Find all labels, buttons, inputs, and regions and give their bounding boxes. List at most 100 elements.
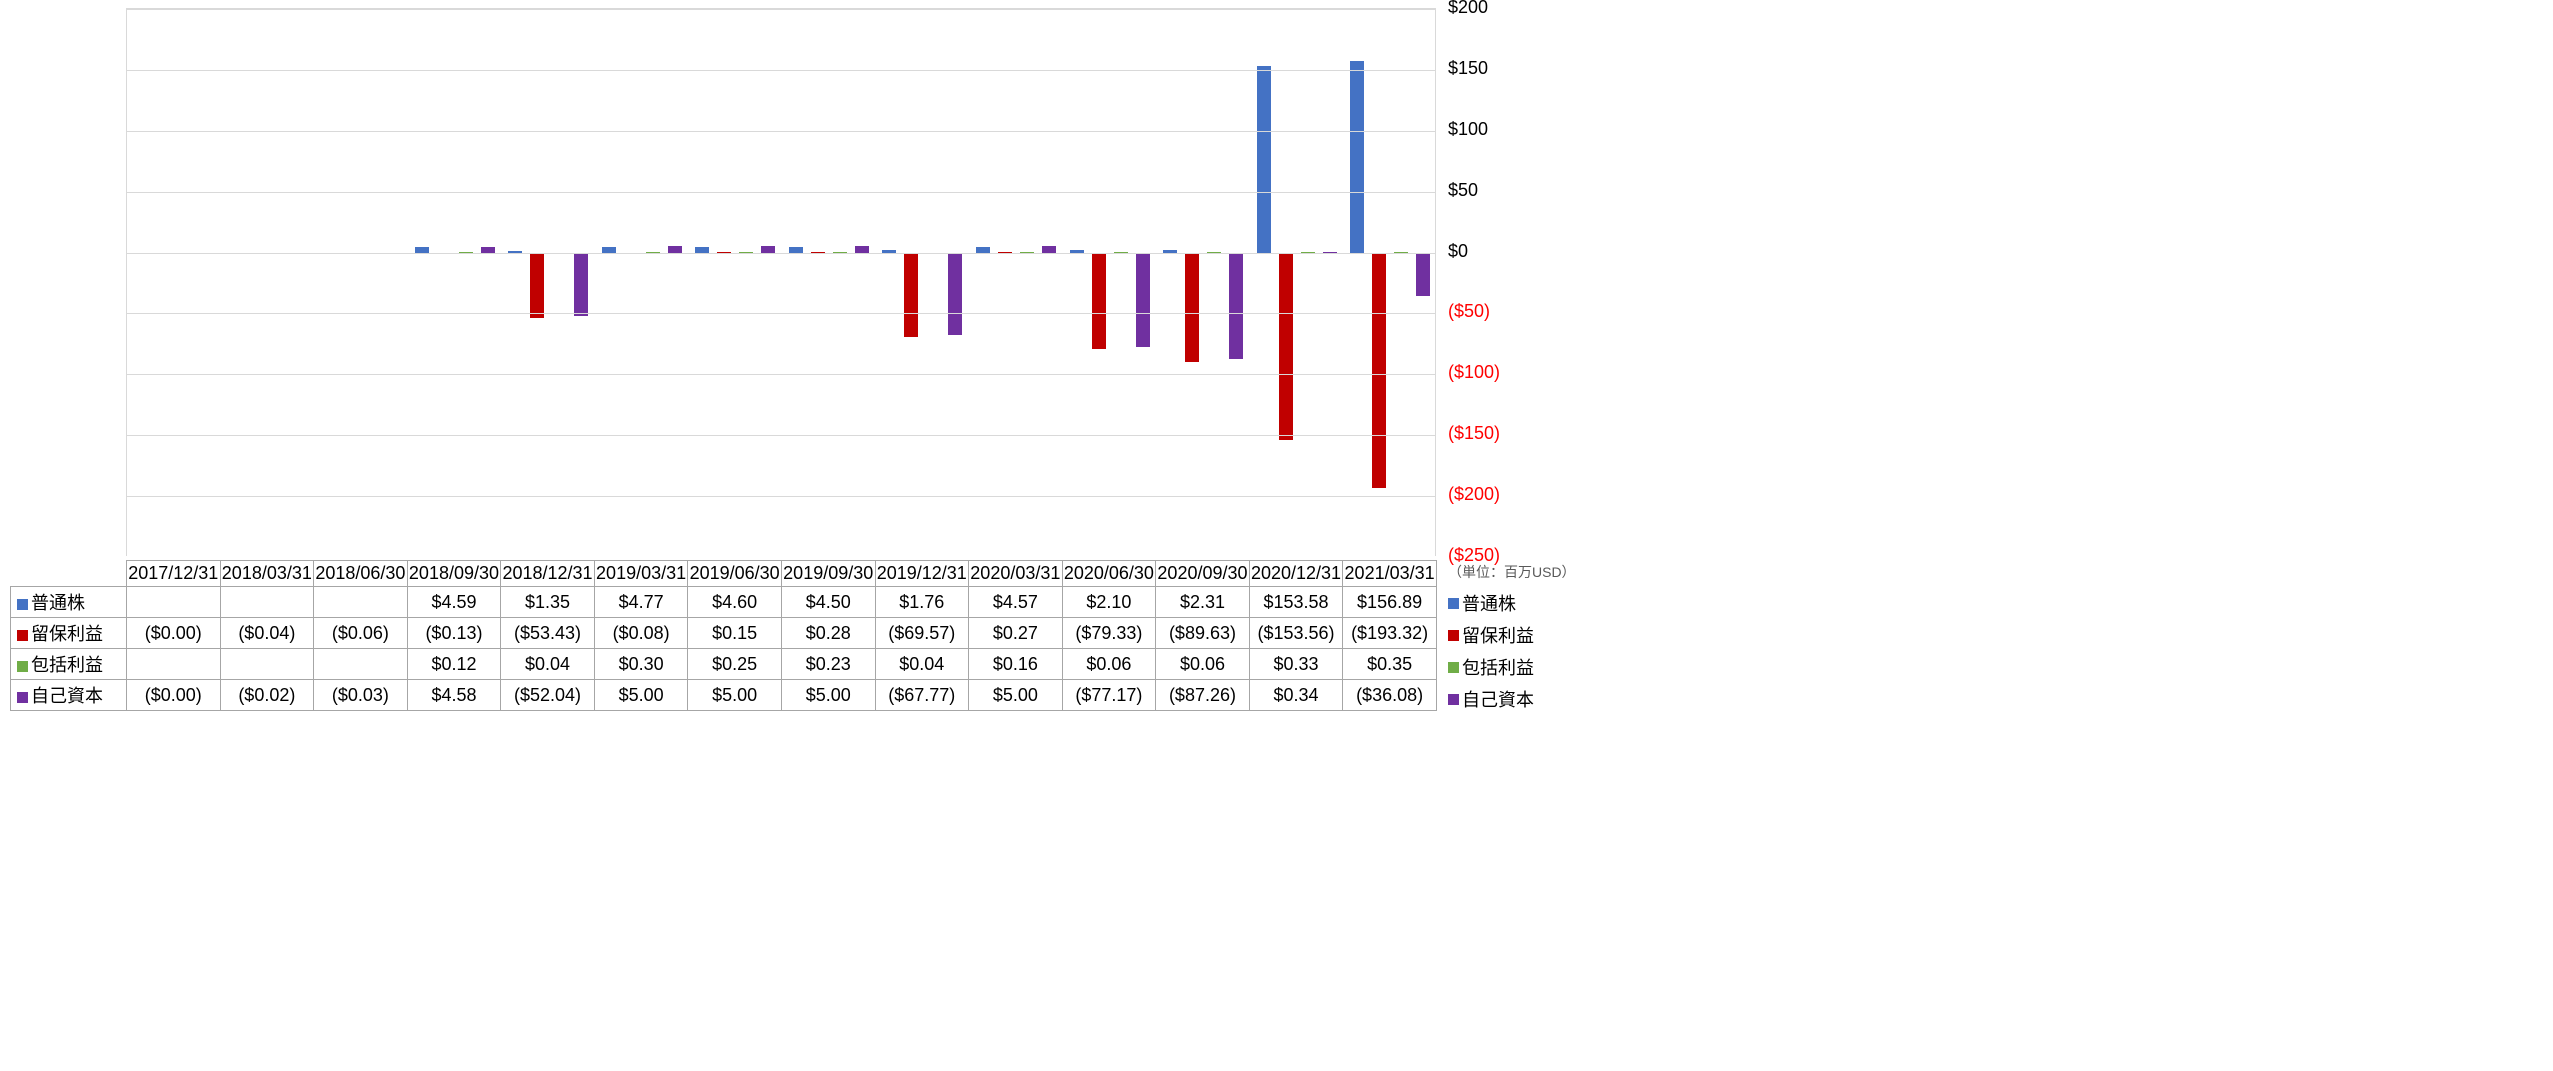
- table-cell: [220, 587, 314, 618]
- gridline: [127, 496, 1435, 497]
- table-cell: $4.77: [594, 587, 688, 618]
- y-tick-label: $0: [1448, 241, 1468, 262]
- table-header-cell: 2019/06/30: [688, 561, 782, 587]
- y-tick-label: ($50): [1448, 301, 1490, 322]
- table-cell: $4.58: [407, 680, 501, 711]
- table-header-cell: 2019/09/30: [781, 561, 875, 587]
- table-cell: $0.27: [969, 618, 1063, 649]
- table-cell: $4.60: [688, 587, 782, 618]
- bar: [1257, 66, 1271, 253]
- series-row-label: 自己資本: [11, 680, 127, 711]
- bar: [574, 253, 588, 316]
- bar: [1416, 253, 1430, 297]
- gridline: [127, 9, 1435, 10]
- table-cell: $5.00: [594, 680, 688, 711]
- table-cell: $5.00: [781, 680, 875, 711]
- y-axis-label: （単位：百万USD）: [1448, 562, 1576, 582]
- table-cell: $0.30: [594, 649, 688, 680]
- gridline: [127, 313, 1435, 314]
- bar: [904, 253, 918, 338]
- table-cell: ($52.04): [501, 680, 595, 711]
- table-header-cell: 2017/12/31: [127, 561, 221, 587]
- y-tick-label: ($150): [1448, 423, 1500, 444]
- table-cell: [220, 649, 314, 680]
- legend-marker-icon: [1448, 630, 1459, 641]
- legend-label: 留保利益: [1462, 622, 1534, 648]
- series-marker: [17, 599, 28, 610]
- table-cell: ($193.32): [1343, 618, 1437, 649]
- series-name: 包括利益: [31, 655, 103, 675]
- bar: [1136, 253, 1150, 347]
- y-tick-label: ($100): [1448, 362, 1500, 383]
- table-header-cell: 2018/06/30: [314, 561, 408, 587]
- table-cell: ($0.04): [220, 618, 314, 649]
- bars-layer: [127, 9, 1435, 556]
- table-header-cell: 2018/03/31: [220, 561, 314, 587]
- table-cell: $0.33: [1249, 649, 1343, 680]
- table-header-cell: 2020/12/31: [1249, 561, 1343, 587]
- legend-item: 包括利益: [1448, 654, 1534, 680]
- gridline: [127, 374, 1435, 375]
- y-tick-label: $200: [1448, 0, 1488, 18]
- legend-marker-icon: [1448, 694, 1459, 705]
- table-cell: ($0.02): [220, 680, 314, 711]
- legend-marker-icon: [1448, 662, 1459, 673]
- table-cell: ($87.26): [1156, 680, 1250, 711]
- bar: [948, 253, 962, 336]
- table-cell: $4.57: [969, 587, 1063, 618]
- table-header-cell: 2020/09/30: [1156, 561, 1250, 587]
- table-header-cell: 2018/09/30: [407, 561, 501, 587]
- table-cell: $153.58: [1249, 587, 1343, 618]
- series-row-label: 留保利益: [11, 618, 127, 649]
- table-header-cell: 2019/03/31: [594, 561, 688, 587]
- table-cell: ($89.63): [1156, 618, 1250, 649]
- table-cell: ($67.77): [875, 680, 969, 711]
- table-cell: ($0.03): [314, 680, 408, 711]
- table-cell: $0.34: [1249, 680, 1343, 711]
- bar: [1185, 253, 1199, 362]
- gridline: [127, 131, 1435, 132]
- gridline: [127, 192, 1435, 193]
- table-cell: $0.12: [407, 649, 501, 680]
- legend-item: 留保利益: [1448, 622, 1534, 648]
- series-name: 普通株: [31, 593, 85, 613]
- bar: [1092, 253, 1106, 350]
- series-row-label: 包括利益: [11, 649, 127, 680]
- chart-container: ($250)($200)($150)($100)($50)$0$50$100$1…: [0, 0, 2553, 1071]
- table-cell: $0.28: [781, 618, 875, 649]
- table-cell: $2.31: [1156, 587, 1250, 618]
- data-table: 2017/12/312018/03/312018/06/302018/09/30…: [10, 560, 1437, 711]
- legend-side: 普通株留保利益包括利益自己資本: [1448, 590, 1534, 718]
- table-cell: $4.50: [781, 587, 875, 618]
- y-tick-label: $50: [1448, 180, 1478, 201]
- legend-label: 自己資本: [1462, 686, 1534, 712]
- table-cell: ($0.06): [314, 618, 408, 649]
- table-cell: ($0.00): [127, 680, 221, 711]
- table-cell: $0.06: [1156, 649, 1250, 680]
- table-cell: ($53.43): [501, 618, 595, 649]
- table-corner: [11, 561, 127, 587]
- bar: [530, 253, 544, 318]
- y-tick-label: ($200): [1448, 484, 1500, 505]
- bar: [1279, 253, 1293, 440]
- table-cell: [127, 649, 221, 680]
- table-cell: $0.15: [688, 618, 782, 649]
- legend-marker-icon: [1448, 598, 1459, 609]
- table-cell: [314, 587, 408, 618]
- table-cell: $156.89: [1343, 587, 1437, 618]
- legend-item: 自己資本: [1448, 686, 1534, 712]
- table-cell: $0.23: [781, 649, 875, 680]
- table-cell: ($0.13): [407, 618, 501, 649]
- series-marker: [17, 692, 28, 703]
- y-tick-label: $150: [1448, 58, 1488, 79]
- table-cell: ($36.08): [1343, 680, 1437, 711]
- table-cell: [127, 587, 221, 618]
- table-cell: $5.00: [969, 680, 1063, 711]
- table-cell: $0.25: [688, 649, 782, 680]
- table-cell: ($77.17): [1062, 680, 1156, 711]
- table-cell: ($0.00): [127, 618, 221, 649]
- plot-area: [126, 8, 1436, 556]
- legend-item: 普通株: [1448, 590, 1534, 616]
- table-cell: $0.04: [875, 649, 969, 680]
- table-cell: $0.06: [1062, 649, 1156, 680]
